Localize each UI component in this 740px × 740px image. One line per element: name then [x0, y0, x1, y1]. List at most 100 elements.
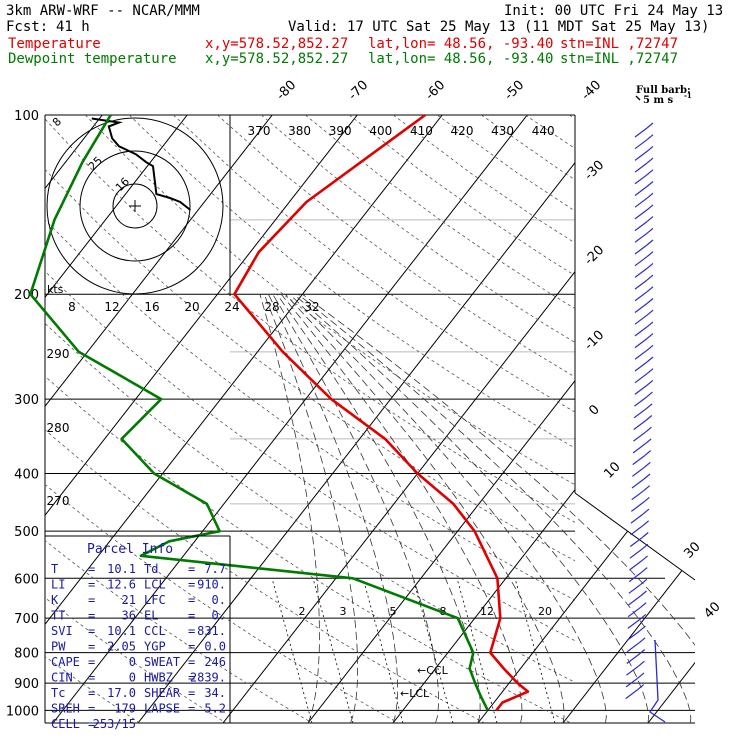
- wind-barb-staff: [633, 420, 647, 430]
- wind-barb-flag: [638, 649, 646, 655]
- dry-adiabat: [45, 322, 575, 683]
- isotherm: [45, 115, 358, 723]
- wind-barb-staff: [634, 150, 648, 161]
- parcel-equals: =: [188, 702, 195, 716]
- parcel-info-box: Parcel Info T = 10.1 Td = 7.7LI = 12.6 LCL = 910.K…: [45, 535, 231, 731]
- wind-barb-flag: [641, 555, 648, 562]
- moist-adiabat: [293, 293, 650, 723]
- parcel-label: SWEAT: [144, 655, 180, 669]
- moist-adiabat: [263, 294, 359, 723]
- isotherm-label: -40: [579, 78, 605, 104]
- temperature-latlon: lat,lon= 48.56, -93.40: [368, 36, 554, 52]
- wind-barb-flag: [646, 169, 654, 176]
- isotherm-label: -80: [274, 78, 300, 104]
- wind-scale-label: 32: [304, 300, 319, 314]
- wind-barb-staff: [634, 361, 648, 372]
- pressure-label-500: 500: [14, 525, 39, 540]
- parcel-label: CELL: [51, 717, 80, 731]
- wind-barb-flag: [639, 613, 647, 620]
- dry-adiabat: [85, 115, 575, 486]
- moist-adiabat: [280, 293, 523, 723]
- wind-barb-staff: [633, 408, 647, 419]
- isotherm-label: -50: [502, 78, 528, 104]
- mixing-ratio-label-20: 20: [538, 605, 552, 618]
- parcel-value: 910.: [197, 578, 226, 592]
- temperature-xy: x,y=578.52,852.27: [205, 36, 349, 52]
- hodograph-ring-small: [112, 183, 158, 229]
- wind-barb-staff: [634, 221, 648, 232]
- parcel-equals: =: [88, 702, 95, 716]
- wind-barb-staff: [629, 560, 642, 571]
- wind-barb-flag: [644, 450, 652, 457]
- forecast-label: Fcst:: [6, 19, 49, 35]
- parcel-equals: =: [188, 686, 195, 700]
- wind-barb-flag: [640, 567, 648, 574]
- dry-adiabats: [45, 115, 575, 723]
- wind-barb-flag: [639, 625, 646, 632]
- parcel-value: 0: [129, 671, 136, 685]
- dry-adiabat: [481, 115, 575, 181]
- moist-adiabat: [259, 294, 320, 723]
- wind-barb-staff: [634, 349, 648, 360]
- parcel-label: CAPE: [51, 655, 80, 669]
- parcel-label: PW: [51, 640, 66, 654]
- isotherm: [392, 115, 695, 723]
- wind-barb-flag: [646, 368, 654, 375]
- wind-barb-flag: [645, 426, 652, 433]
- wind-barb-flag: [645, 415, 653, 421]
- wind-scale-label: 28: [264, 300, 279, 314]
- full-barb-value: 5 m s: [643, 95, 674, 106]
- theta-label: 430: [491, 124, 514, 138]
- theta-label: 440: [532, 124, 555, 138]
- wind-barb-staff: [630, 501, 644, 512]
- wind-barb-flag: [646, 309, 654, 316]
- wind-barb-staff: [632, 443, 646, 454]
- dewpoint-latlon: lat,lon= 48.56, -93.40: [368, 51, 554, 67]
- mixing-ratio-line: [362, 578, 404, 723]
- theta-label: 380: [288, 124, 311, 138]
- parcel-value: 253/15: [93, 717, 136, 731]
- pressure-label-1000: 1000: [6, 704, 39, 719]
- dewpoint-station: stn=INL ,72747: [560, 51, 679, 67]
- mixing-ratio-label-2: 2: [299, 605, 306, 618]
- wind-barb-flag: [646, 379, 654, 386]
- dewpoint-trace: [29, 114, 489, 711]
- wind-barb-staff: [634, 303, 648, 313]
- parcel-value: 246: [204, 655, 226, 669]
- parcel-label: SHEAR: [144, 686, 181, 700]
- theta-label: 410: [410, 124, 433, 138]
- parcel-equals: =: [88, 686, 95, 700]
- isotherm-label: -70: [346, 78, 372, 104]
- right-axis-slant: [574, 492, 696, 581]
- wind-barb-staff: [634, 291, 648, 302]
- mixing-ratio-line: [312, 578, 354, 723]
- dry-adiabat: [45, 597, 227, 723]
- wind-barb-flag: [646, 157, 654, 164]
- wind-barb-staff: [627, 618, 641, 629]
- parcel-equals: =: [188, 671, 195, 685]
- parcel-label: T: [51, 562, 58, 576]
- wind-barb-staff: [634, 326, 648, 337]
- parcel-value: 0: [129, 655, 136, 669]
- parcel-label: Td: [144, 562, 158, 576]
- wind-barb-staff: [627, 607, 641, 618]
- wind-barb-flag: [646, 181, 654, 187]
- parcel-value: 34.: [204, 686, 226, 700]
- wind-scale-label: 24: [224, 300, 239, 314]
- init-time: Init: 00 UTC Fri 24 May 13: [504, 3, 724, 19]
- wind-barb-staff: [625, 689, 639, 700]
- wind-barb-staff: [634, 209, 648, 220]
- isotherm: [562, 115, 695, 723]
- wind-barb-flag: [646, 356, 654, 363]
- hodograph-ring-mid: [79, 150, 191, 262]
- wind-barb-flag: [644, 438, 652, 445]
- parcel-equals: =: [88, 609, 95, 623]
- parcel-equals: =: [88, 624, 95, 638]
- mixing-ratio-line: [271, 578, 313, 723]
- wind-barb-flag: [646, 391, 653, 398]
- pressure-label-100: 100: [14, 109, 39, 124]
- full-barb-sample: [635, 95, 641, 101]
- isotherms: [45, 115, 695, 723]
- parcel-label: SVI: [51, 624, 73, 638]
